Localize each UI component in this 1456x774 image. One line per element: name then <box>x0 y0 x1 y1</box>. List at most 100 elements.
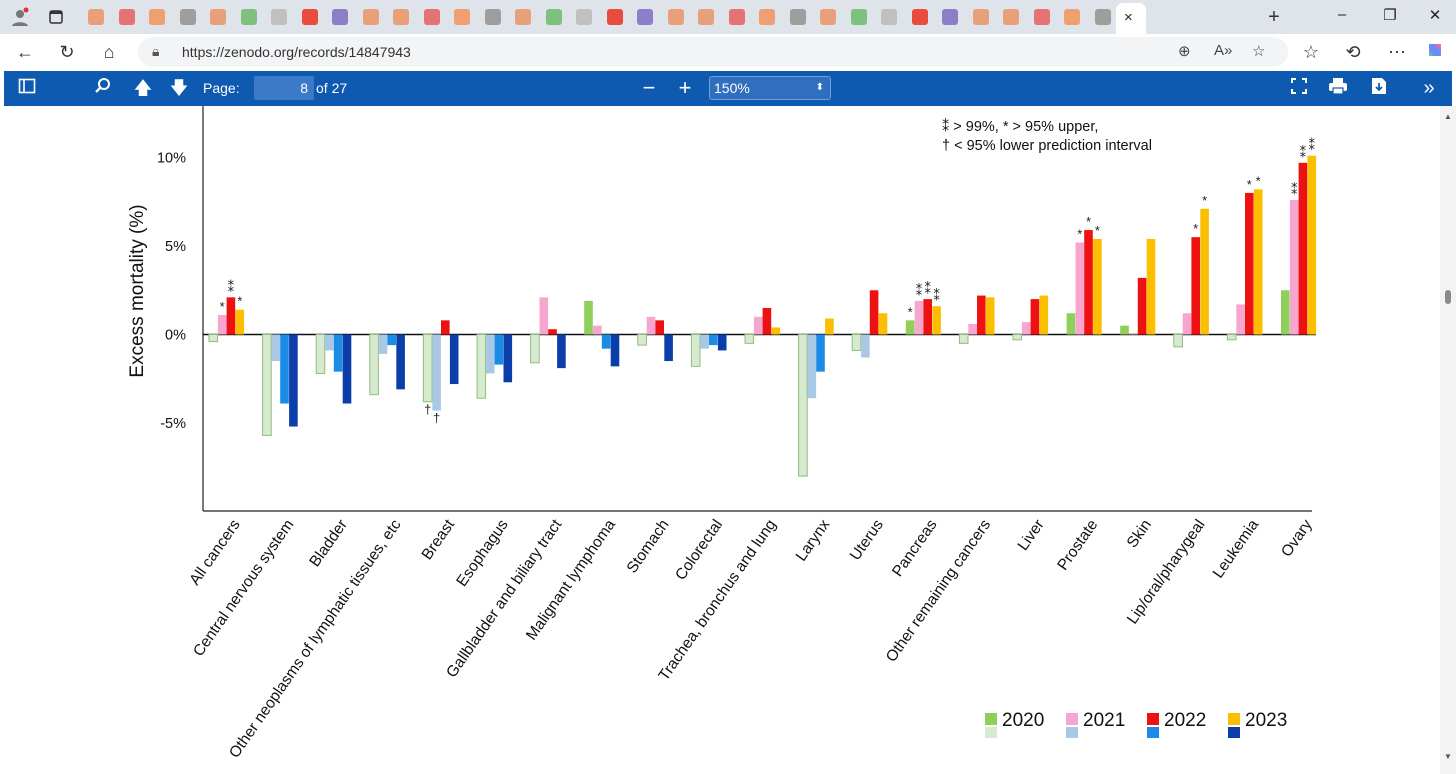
tab-favicon-icon[interactable] <box>240 9 257 25</box>
vertical-scrollbar[interactable]: ▲ ▼ <box>1440 106 1456 774</box>
back-icon[interactable]: ← <box>16 42 34 62</box>
print-icon[interactable] <box>1326 77 1350 99</box>
tab-favicon-icon[interactable] <box>1094 9 1111 25</box>
tab-actions-icon[interactable] <box>44 5 68 29</box>
close-tab-icon[interactable]: × <box>1124 9 1133 26</box>
tab-favicon-icon[interactable] <box>118 9 135 25</box>
read-aloud-icon[interactable]: A» <box>1214 42 1233 59</box>
reload-icon[interactable]: ↻ <box>59 42 75 62</box>
bar-2021 <box>1182 313 1192 335</box>
find-icon[interactable] <box>92 77 114 99</box>
tab-favicon-icon[interactable] <box>850 9 867 25</box>
tab-favicon-icon[interactable] <box>515 9 531 25</box>
previous-page-icon[interactable]: 🡅 <box>133 78 153 98</box>
url-text[interactable]: https://zenodo.org/records/14847943 <box>182 44 411 60</box>
zoom-out-icon[interactable]: − <box>642 75 656 100</box>
legend-swatch-2022 <box>1147 713 1159 725</box>
tab-favicon-icon[interactable] <box>576 9 592 25</box>
bar-2023 <box>289 334 298 427</box>
bar-2020 <box>422 334 433 403</box>
zoom-icon[interactable]: ⊕ <box>1178 43 1191 60</box>
tab-favicon-icon[interactable] <box>332 9 348 25</box>
minimize-icon[interactable]: – <box>1337 6 1347 23</box>
category-label: Leukemia <box>1210 516 1263 581</box>
bar-2022 <box>1298 162 1308 335</box>
tab-favicon-icon[interactable] <box>606 9 623 25</box>
download-icon[interactable] <box>1368 77 1390 99</box>
next-page-icon[interactable]: 🡇 <box>169 78 189 98</box>
lock-icon[interactable]: 🔒︎ <box>152 43 160 59</box>
tools-menu-icon[interactable]: » <box>1423 77 1435 99</box>
bar-2020 <box>1120 325 1129 335</box>
legend-swatch-2021 <box>1066 713 1078 725</box>
tab-favicon-icon[interactable] <box>972 9 989 25</box>
tab-favicon-icon[interactable] <box>88 9 104 25</box>
tab-favicon-icon[interactable] <box>423 9 440 25</box>
tab-favicon-icon[interactable] <box>149 9 165 25</box>
sidebar-toggle-icon[interactable] <box>16 77 38 99</box>
category-label: Breast <box>419 516 459 563</box>
tab-favicon-icon[interactable] <box>362 9 379 25</box>
significance-marker: * <box>220 299 225 314</box>
legend-swatch-negative-2021 <box>1066 727 1078 738</box>
bar-2023 <box>396 334 405 390</box>
scroll-up-icon[interactable]: ▲ <box>1444 112 1452 121</box>
bar-2020 <box>1281 290 1290 335</box>
tab-favicon-icon[interactable] <box>545 9 562 25</box>
favorites-icon[interactable]: ☆ <box>1302 42 1320 62</box>
legend-swatch-2023 <box>1228 713 1240 725</box>
active-tab[interactable]: × <box>1116 3 1146 34</box>
bar-2020 <box>476 334 487 399</box>
close-window-icon[interactable]: ✕ <box>1428 7 1442 24</box>
tab-favicon-icon[interactable] <box>1064 9 1080 25</box>
zoom-in-icon[interactable]: + <box>678 75 692 100</box>
restore-icon[interactable]: ❐ <box>1383 7 1397 24</box>
new-tab-icon[interactable]: + <box>1268 5 1280 28</box>
tab-favicon-icon[interactable] <box>789 9 806 25</box>
tab-favicon-icon[interactable] <box>637 9 653 25</box>
history-icon[interactable]: ⟲ <box>1345 42 1361 62</box>
tab-favicon-icon[interactable] <box>484 9 501 25</box>
bar-2022 <box>1084 230 1093 335</box>
bar-2022 <box>1030 299 1040 335</box>
tab-favicon-icon[interactable] <box>271 9 287 25</box>
significance-marker: ⁑ <box>228 279 235 294</box>
tab-favicon-icon[interactable] <box>1003 9 1019 25</box>
tab-favicon-icon[interactable] <box>820 9 836 25</box>
home-icon[interactable]: ⌂ <box>103 42 115 62</box>
tab-favicon-icon[interactable] <box>728 9 745 25</box>
page-number-input[interactable]: 8 <box>254 76 314 100</box>
bar-2023 <box>771 327 781 335</box>
tab-favicon-icon[interactable] <box>759 9 775 25</box>
tab-favicon-icon[interactable] <box>179 9 196 25</box>
bar-2022 <box>548 329 557 335</box>
favorite-star-icon[interactable]: ☆ <box>1252 43 1266 60</box>
bar-2023 <box>1307 155 1317 335</box>
scroll-down-icon[interactable]: ▼ <box>1444 752 1452 761</box>
more-menu-icon[interactable]: ⋯ <box>1388 42 1406 62</box>
tab-favicon-icon[interactable] <box>1033 9 1050 25</box>
tab-favicon-icon[interactable] <box>698 9 714 25</box>
tab-favicon-icon[interactable] <box>301 9 318 25</box>
tab-favicon-icon[interactable] <box>667 9 684 25</box>
tab-favicon-icon[interactable] <box>881 9 897 25</box>
tab-favicon-icon[interactable] <box>454 9 470 25</box>
address-bar[interactable]: 🔒︎ https://zenodo.org/records/14847943 ⊕… <box>138 37 1288 67</box>
tab-favicon-icon[interactable] <box>210 9 226 25</box>
y-tick-label: -5% <box>160 416 186 432</box>
chart-bars <box>208 155 1317 477</box>
bar-2023 <box>342 334 352 404</box>
bar-2020 <box>1066 313 1076 335</box>
copilot-icon[interactable] <box>1422 40 1448 64</box>
chevron-updown-icon: ⬍ <box>815 82 824 93</box>
presentation-mode-icon[interactable] <box>1288 77 1310 99</box>
scroll-thumb[interactable] <box>1445 290 1451 304</box>
significance-marker: * <box>1202 193 1207 208</box>
tab-favicon-icon[interactable] <box>911 9 928 25</box>
category-label: Liver <box>1015 517 1048 554</box>
legend-label-2022: 2022 <box>1164 710 1206 731</box>
tab-favicon-icon[interactable] <box>393 9 409 25</box>
tab-favicon-icon[interactable] <box>942 9 958 25</box>
zoom-select[interactable]: 150% ⬍ <box>709 76 831 100</box>
profile-icon[interactable] <box>8 5 32 29</box>
